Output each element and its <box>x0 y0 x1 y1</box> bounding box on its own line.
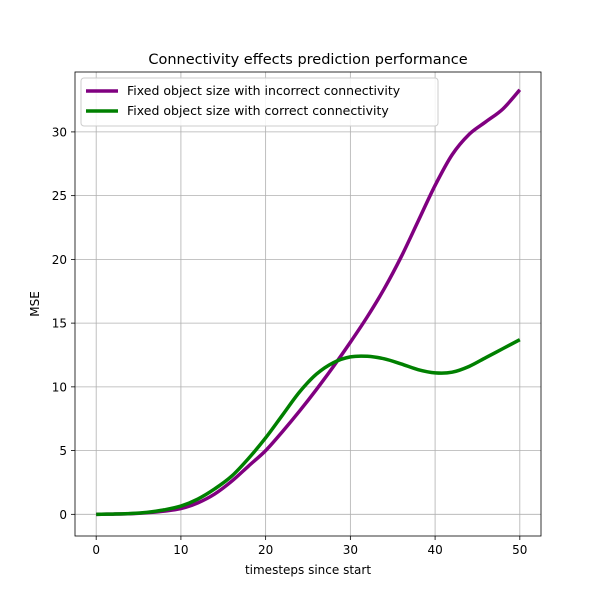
legend-label-incorrect: Fixed object size with incorrect connect… <box>127 83 401 98</box>
grid <box>75 72 541 536</box>
series-lines <box>96 88 522 517</box>
y-axis-label: MSE <box>28 291 42 317</box>
x-tick-label: 40 <box>427 543 442 557</box>
y-tick-label: 10 <box>52 380 67 394</box>
y-tick-label: 0 <box>59 508 67 522</box>
x-tick-label: 50 <box>512 543 527 557</box>
legend-label-correct: Fixed object size with correct connectiv… <box>127 103 389 118</box>
x-tick-label: 20 <box>258 543 273 557</box>
y-tick-label: 30 <box>52 125 67 139</box>
legend-box <box>80 77 439 127</box>
x-tick-label: 0 <box>92 543 100 557</box>
legend: Fixed object size with incorrect connect… <box>80 77 439 127</box>
y-tick-label: 20 <box>52 253 67 267</box>
y-tick-label: 25 <box>52 189 67 203</box>
series-line-correct-connectivity <box>96 338 521 517</box>
y-tick-label: 5 <box>59 444 67 458</box>
x-tick-label: 30 <box>343 543 358 557</box>
axes-frame <box>74 71 542 537</box>
chart-title: Connectivity effects prediction performa… <box>148 52 467 68</box>
x-axis-label: timesteps since start <box>245 563 371 577</box>
x-tick-label: 10 <box>173 543 188 557</box>
ticks: 0 10 20 30 40 50 0 5 10 15 20 25 30 <box>52 125 528 557</box>
y-tick-label: 15 <box>52 317 67 331</box>
